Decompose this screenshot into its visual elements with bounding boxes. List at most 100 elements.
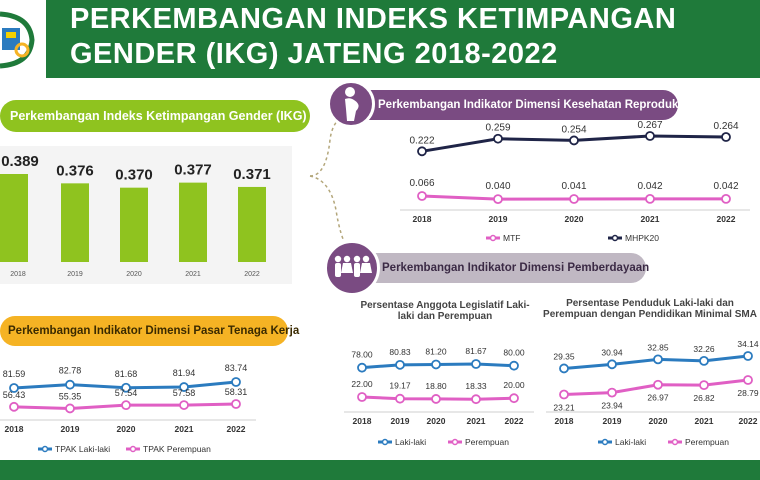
- pasar-kerja-x-tick-label: 2021: [175, 424, 194, 434]
- kesehatan-data-point: [493, 194, 503, 205]
- sma-x-tick-label: 2019: [603, 416, 622, 426]
- legislatif-data-point: [471, 394, 481, 405]
- legislatif-data-point: [395, 359, 405, 370]
- sma-line-chart: 29.35 30.94 32.85 32.26 34.14 23.21 23.94 26.97…: [546, 339, 760, 447]
- ikg-data-label: 0.376: [56, 162, 94, 179]
- sma-data-label: 23.21: [553, 403, 575, 413]
- ikg-x-tick-label: 2018: [10, 271, 26, 278]
- pasar-kerja-data-label: 58.31: [225, 387, 248, 397]
- pasar-kerja-legend-marker: [41, 445, 49, 453]
- sma-data-label: 23.94: [601, 401, 623, 411]
- legislatif-x-tick-label: 2021: [467, 416, 486, 426]
- sma-data-point: [653, 354, 663, 365]
- legislatif-data-point: [357, 392, 367, 402]
- pasar-kerja-x-tick-label: 2022: [227, 424, 246, 434]
- pasar-kerja-data-point: [65, 403, 75, 414]
- sma-data-label: 26.97: [647, 393, 669, 403]
- pasar-kerja-data-point: [9, 383, 19, 393]
- sma-legend-marker: [671, 438, 679, 446]
- ikg-x-tick-label: 2019: [67, 271, 83, 278]
- sma-data-point: [699, 355, 709, 366]
- ikg-bar-chart: 0.389 2018 0.376 2019 0.370 2020 0.377 2021 0.37…: [0, 153, 271, 278]
- legislatif-x-tick-label: 2020: [427, 416, 446, 426]
- pasar-kerja-legend-marker: [129, 445, 137, 453]
- legislatif-data-label: 22.00: [351, 379, 373, 389]
- ikg-data-label: 0.371: [233, 166, 271, 183]
- sma-data-point: [559, 363, 569, 374]
- kesehatan-legend-label: MHPK20: [625, 233, 659, 243]
- sma-data-label: 34.14: [737, 339, 759, 349]
- pasar-kerja-data-point: [121, 400, 131, 411]
- ikg-section-title: Perkembangan Indeks Ketimpangan Gender (…: [0, 100, 310, 132]
- legislatif-x-tick-label: 2022: [505, 416, 524, 426]
- pasar-kerja-legend-label: TPAK Perempuan: [143, 444, 211, 454]
- kesehatan-data-label: 0.259: [485, 123, 510, 134]
- kesehatan-x-tick-label: 2020: [565, 214, 584, 224]
- ikg-bar: [179, 182, 207, 262]
- ikg-data-label: 0.377: [174, 162, 212, 179]
- kesehatan-data-label: 0.042: [637, 181, 662, 192]
- kesehatan-data-label: 0.222: [409, 135, 434, 146]
- pasar-kerja-data-label: 81.68: [115, 369, 138, 379]
- sma-data-label: 29.35: [553, 351, 575, 361]
- pasar-kerja-data-point: [231, 377, 241, 387]
- kesehatan-legend-marker: [489, 234, 497, 242]
- kesehatan-data-point: [417, 191, 427, 201]
- legislatif-x-tick-label: 2018: [353, 416, 372, 426]
- sma-x-tick-label: 2022: [739, 416, 758, 426]
- logo-icon: [0, 11, 35, 69]
- pasar-kerja-data-label: 81.59: [3, 369, 26, 379]
- kesehatan-x-tick-label: 2021: [641, 214, 660, 224]
- legislatif-legend-marker: [451, 438, 459, 446]
- kesehatan-legend-marker: [611, 234, 619, 242]
- sma-data-label: 32.26: [693, 344, 715, 354]
- ikg-bar: [120, 187, 148, 262]
- ikg-bar: [61, 183, 89, 262]
- legislatif-data-label: 80.83: [389, 347, 411, 357]
- pasar-kerja-x-tick-label: 2019: [61, 424, 80, 434]
- sma-data-point: [653, 379, 663, 390]
- legislatif-legend-marker: [381, 438, 389, 446]
- legislatif-x-tick-label: 2019: [391, 416, 410, 426]
- sma-x-tick-label: 2021: [695, 416, 714, 426]
- sma-x-tick-label: 2020: [649, 416, 668, 426]
- page-title-line-2: GENDER (IKG) JATENG 2018-2022: [70, 38, 558, 70]
- kesehatan-data-label: 0.264: [713, 121, 738, 132]
- pasar-kerja-data-label: 83.74: [225, 363, 248, 373]
- kesehatan-data-label: 0.267: [637, 120, 662, 131]
- legislatif-data-label: 18.33: [465, 381, 487, 391]
- ikg-data-label: 0.389: [1, 153, 39, 170]
- legislatif-data-point: [395, 393, 405, 404]
- legislatif-data-label: 19.17: [389, 381, 411, 391]
- sma-data-label: 28.79: [737, 388, 759, 398]
- legislatif-data-label: 18.80: [425, 381, 447, 391]
- kesehatan-legend-label: MTF: [503, 233, 520, 243]
- kesehatan-data-label: 0.041: [561, 181, 586, 192]
- legislatif-data-label: 80.00: [503, 348, 525, 358]
- legislatif-data-point: [431, 359, 441, 370]
- pasar-kerja-data-label: 81.94: [173, 368, 196, 378]
- sma-x-tick-label: 2018: [555, 416, 574, 426]
- kesehatan-data-point: [417, 146, 427, 157]
- ikg-data-label: 0.370: [115, 167, 153, 184]
- pregnant-woman-icon: [327, 80, 375, 128]
- kesehatan-data-point: [721, 193, 731, 204]
- sma-data-point: [607, 387, 617, 398]
- sma-legend-label: Perempuan: [685, 437, 729, 447]
- ikg-bar: [238, 186, 266, 262]
- kesehatan-data-label: 0.254: [561, 124, 586, 135]
- pasar-kerja-data-point: [179, 400, 189, 410]
- pasar-kerja-data-point: [65, 379, 75, 390]
- sma-chart-title: Persentase Penduduk Laki-laki dan Peremp…: [543, 298, 757, 320]
- sma-data-point: [743, 375, 753, 385]
- kesehatan-data-label: 0.042: [713, 181, 738, 192]
- kesehatan-line-chart: 0.222 0.259 0.254 0.267 0.264 0.066 0.040 0.041…: [400, 120, 750, 243]
- pasar-kerja-data-point: [9, 401, 19, 412]
- kesehatan-data-label: 0.040: [485, 181, 510, 192]
- kesehatan-x-tick-label: 2022: [717, 214, 736, 224]
- legislatif-data-label: 81.67: [465, 346, 487, 356]
- sma-legend-marker: [601, 438, 609, 446]
- pasar-kerja-section-title: Perkembangan Indikator Dimensi Pasar Ten…: [0, 316, 299, 346]
- legislatif-data-point: [509, 360, 519, 371]
- sma-legend-label: Laki-laki: [615, 437, 646, 447]
